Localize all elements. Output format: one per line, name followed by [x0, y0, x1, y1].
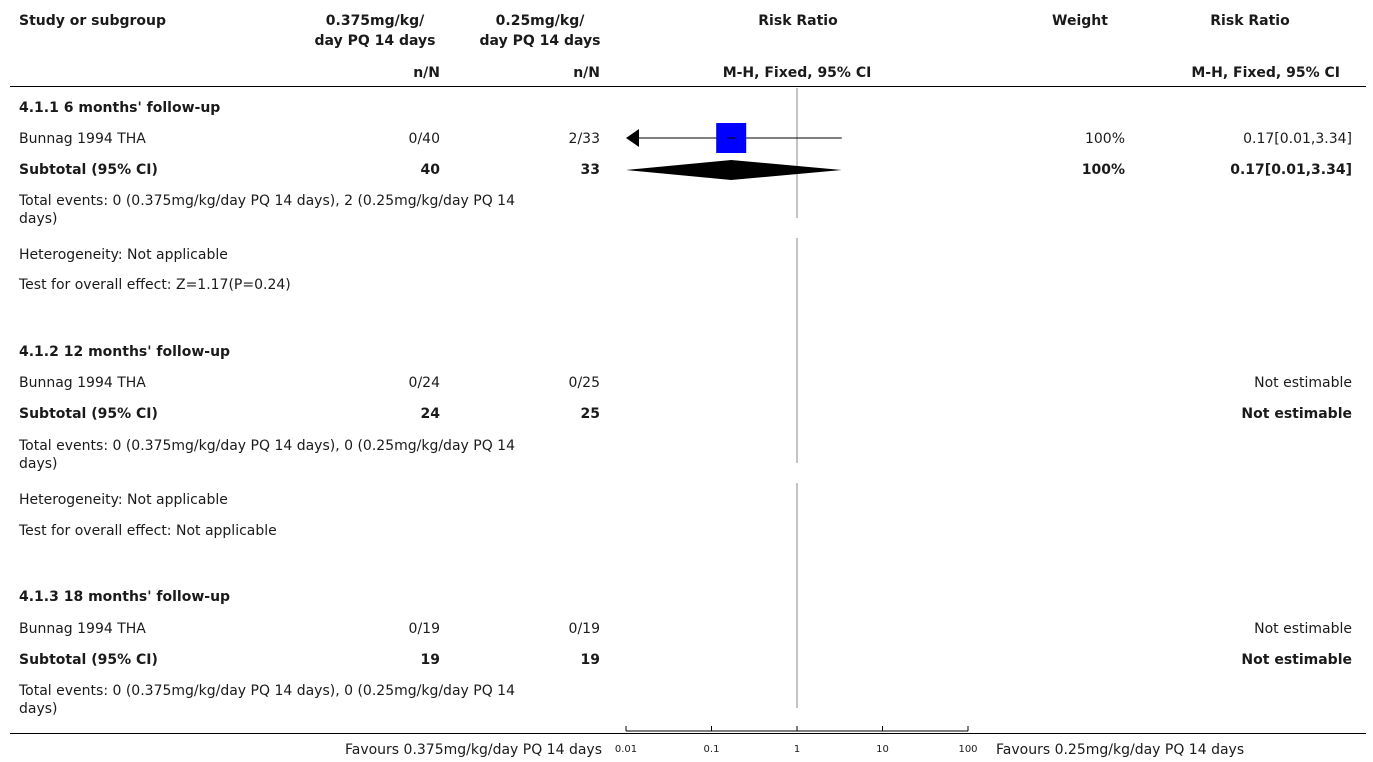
- group-title: 4.1.3 18 months' follow-up: [19, 589, 231, 605]
- subtotal-ctl: 25: [580, 406, 600, 422]
- subtotal-rr: Not estimable: [1241, 652, 1352, 668]
- footer-divider: [10, 733, 1366, 734]
- favours-right-label: Favours 0.25mg/kg/day PQ 14 days: [996, 742, 1245, 758]
- subtotal-label: Subtotal (95% CI): [19, 406, 158, 422]
- col-control-header-line2: day PQ 14 days: [479, 33, 601, 49]
- total-events-line2: days): [19, 701, 58, 717]
- study-exp-value: 0/19: [408, 621, 440, 637]
- col-control-header-line1: 0.25mg/kg/: [495, 13, 585, 29]
- x-axis-tick-label: 0.1: [704, 744, 720, 755]
- study-name: Bunnag 1994 THA: [19, 375, 146, 391]
- group-title: 4.1.2 12 months' follow-up: [19, 344, 231, 360]
- x-axis-tick-label: 0.01: [615, 744, 637, 755]
- study-ctl-value: 2/33: [568, 131, 600, 147]
- col-risk-ratio-header: Risk Ratio: [758, 13, 838, 29]
- subtotal-rr: Not estimable: [1241, 406, 1352, 422]
- study-rr: Not estimable: [1254, 621, 1352, 637]
- study-exp-value: 0/40: [408, 131, 440, 147]
- col-experimental-header-line1: 0.375mg/kg/: [325, 13, 425, 29]
- x-axis-tick-label: 100: [958, 744, 977, 755]
- favours-left-label: Favours 0.375mg/kg/day PQ 14 days: [344, 742, 602, 758]
- subtotal-diamond: [626, 160, 842, 180]
- subtotal-weight: 100%: [1081, 162, 1125, 178]
- study-weight: 100%: [1084, 131, 1125, 147]
- subtotal-ctl: 19: [580, 652, 600, 668]
- study-ctl-value: 0/19: [568, 621, 600, 637]
- study-exp-value: 0/24: [408, 375, 440, 391]
- sub-rr-header: M-H, Fixed, 95% CI: [722, 65, 872, 81]
- heterogeneity-text: Heterogeneity: Not applicable: [19, 492, 228, 508]
- sub-rr2-header: M-H, Fixed, 95% CI: [1191, 65, 1340, 81]
- total-events-line1: Total events: 0 (0.375mg/kg/day PQ 14 da…: [19, 193, 515, 209]
- study-name: Bunnag 1994 THA: [19, 131, 146, 147]
- total-events-line1: Total events: 0 (0.375mg/kg/day PQ 14 da…: [19, 683, 515, 699]
- study-ctl-value: 0/25: [568, 375, 600, 391]
- total-events-line2: days): [19, 456, 58, 472]
- overall-effect-text: Test for overall effect: Not applicable: [19, 523, 277, 539]
- subtotal-exp: 19: [420, 652, 440, 668]
- subtotal-ctl: 33: [580, 162, 600, 178]
- total-events-line1: Total events: 0 (0.375mg/kg/day PQ 14 da…: [19, 438, 515, 454]
- subtotal-rr: 0.17[0.01,3.34]: [1230, 162, 1352, 178]
- subtotal-label: Subtotal (95% CI): [19, 652, 158, 668]
- col-experimental-header-line2: day PQ 14 days: [314, 33, 436, 49]
- subtotal-exp: 40: [420, 162, 440, 178]
- subtotal-label: Subtotal (95% CI): [19, 162, 158, 178]
- group-title: 4.1.1 6 months' follow-up: [19, 100, 221, 116]
- study-rr: Not estimable: [1254, 375, 1352, 391]
- sub-exp-header: n/N: [413, 65, 440, 81]
- col-study-header: Study or subgroup: [19, 13, 167, 29]
- study-rr: 0.17[0.01,3.34]: [1243, 131, 1352, 147]
- sub-ctl-header: n/N: [573, 65, 600, 81]
- x-axis-tick-label: 10: [876, 744, 889, 755]
- col-risk-ratio-right-header: Risk Ratio: [1210, 13, 1290, 29]
- heterogeneity-text: Heterogeneity: Not applicable: [19, 247, 228, 263]
- subtotal-exp: 24: [420, 406, 440, 422]
- col-weight-header: Weight: [1052, 13, 1108, 29]
- study-name: Bunnag 1994 THA: [19, 621, 146, 637]
- header-divider: [10, 86, 1366, 87]
- total-events-line2: days): [19, 211, 58, 227]
- ci-arrow-left: [626, 129, 639, 147]
- overall-effect-text: Test for overall effect: Z=1.17(P=0.24): [19, 277, 291, 293]
- x-axis-tick-label: 1: [794, 744, 800, 755]
